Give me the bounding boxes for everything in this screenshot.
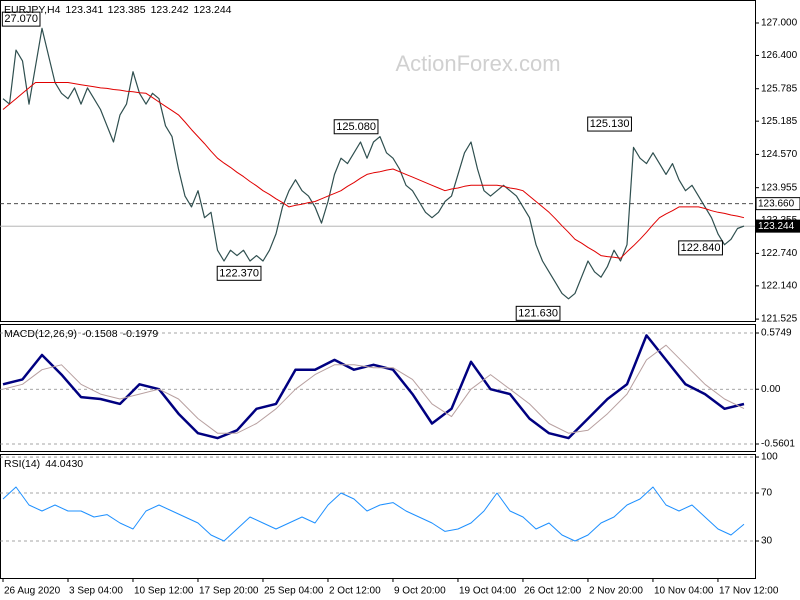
y-tick-label: 126.400 (761, 50, 798, 61)
annotation: 122.370 (216, 265, 262, 281)
panel-title: EURJPY,H4 (4, 4, 61, 16)
annotation-box (587, 116, 632, 132)
y-tick-label: 0.00 (761, 384, 781, 395)
panel-header: MACD(12,26,9) -0.1508 -0.1979 (4, 328, 158, 340)
x-tick-label: 25 Sep 04:00 (264, 586, 324, 597)
panel-title: RSI(14) (4, 458, 40, 470)
annotation-label: 122.370 (219, 267, 259, 279)
price-level-label: 123.244 (758, 221, 795, 232)
annotation-label: 27.070 (4, 13, 38, 25)
annotation: 122.840 (678, 240, 723, 256)
price-level-box (755, 219, 800, 233)
readout-value: 123.242 (151, 4, 189, 16)
annotation-box (1, 11, 41, 27)
panel-border (0, 454, 756, 579)
series-line (2, 82, 745, 259)
x-tick-label: 9 Oct 20:00 (394, 586, 446, 597)
panel-border (0, 324, 756, 452)
y-tick-label: 125.785 (761, 83, 798, 94)
x-tick-label: 26 Oct 12:00 (524, 586, 582, 597)
x-tick-label: 10 Nov 04:00 (654, 586, 714, 597)
readout-value: -0.1508 (82, 328, 118, 340)
price-level-box (755, 197, 800, 211)
watermark: ActionForex.com (395, 51, 560, 76)
y-tick-label: 0.5749 (761, 328, 792, 339)
annotation: 125.130 (587, 116, 632, 132)
readout-value: 44.0430 (45, 458, 83, 470)
annotation: 27.070 (1, 11, 41, 27)
annotation-label: 121.630 (518, 307, 558, 319)
y-tick-label: 100 (761, 452, 778, 463)
series-line (2, 344, 745, 434)
annotation-label: 125.080 (336, 121, 376, 133)
x-tick-label: 17 Sep 20:00 (199, 586, 259, 597)
annotation-box (216, 265, 262, 281)
series-line (2, 486, 745, 542)
y-tick-label: 122.140 (761, 280, 798, 291)
annotation-box (515, 305, 561, 321)
x-tick-label: 19 Oct 04:00 (459, 586, 517, 597)
series-line (2, 27, 745, 300)
readout-value: -0.1979 (123, 328, 159, 340)
panel-title: MACD(12,26,9) (4, 328, 77, 340)
y-tick-label: 122.740 (761, 248, 798, 259)
x-tick-label: 2 Nov 20:00 (589, 586, 643, 597)
y-tick-label: 30 (761, 536, 773, 547)
readout-value: 123.244 (194, 4, 232, 16)
x-tick-label: 26 Aug 2020 (4, 586, 61, 597)
x-tick-label: 17 Nov 12:00 (719, 586, 779, 597)
y-tick-label: 70 (761, 488, 773, 499)
panel-border (0, 0, 756, 322)
annotation-label: 122.840 (681, 242, 721, 254)
x-tick-label: 2 Oct 12:00 (329, 586, 381, 597)
annotation-box (678, 240, 723, 256)
x-tick-label: 10 Sep 12:00 (134, 586, 194, 597)
price-level-label: 123.660 (758, 198, 795, 209)
annotation: 125.080 (333, 119, 379, 135)
y-tick-label: 121.525 (761, 314, 798, 325)
annotation-label: 125.130 (590, 118, 630, 130)
panel-header: EURJPY,H4 123.341 123.385 123.242 123.244 (4, 4, 232, 16)
annotation: 121.630 (515, 305, 561, 321)
y-tick-label: 125.185 (761, 116, 798, 127)
y-tick-label: 124.570 (761, 149, 798, 160)
x-tick-label: 3 Sep 04:00 (69, 586, 123, 597)
annotation-box (333, 119, 379, 135)
y-tick-label: -0.5601 (761, 439, 795, 450)
y-tick-label: 127.000 (761, 18, 798, 29)
readout-value: 123.341 (65, 4, 103, 16)
y-tick-label: 123.955 (761, 182, 798, 193)
panel-header: RSI(14) 44.0430 (4, 458, 83, 470)
readout-value: 123.385 (108, 4, 146, 16)
